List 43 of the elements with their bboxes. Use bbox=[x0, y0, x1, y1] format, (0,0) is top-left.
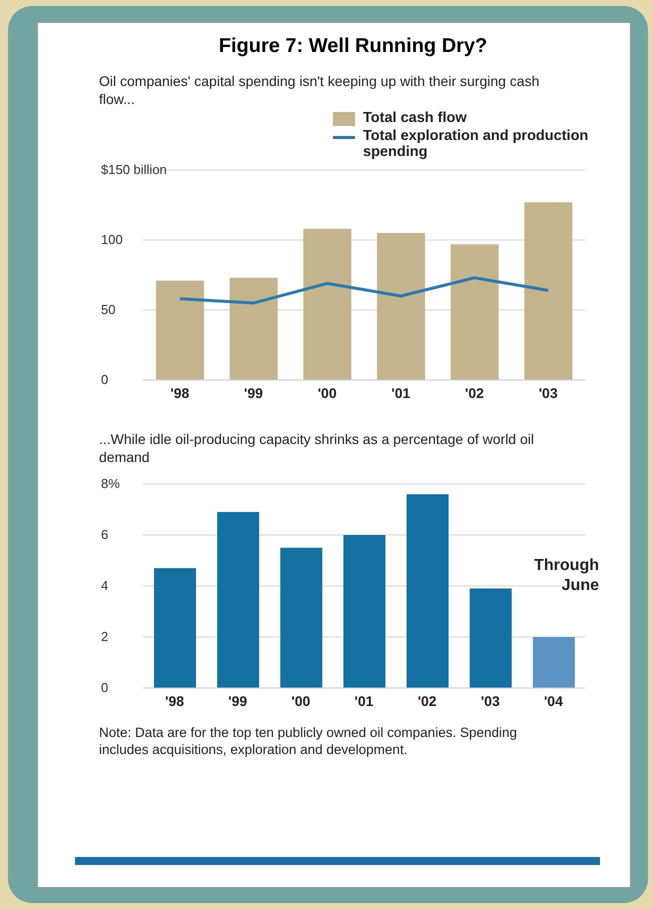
x-tick-label: '00 bbox=[318, 384, 337, 401]
bar bbox=[154, 568, 196, 688]
bar bbox=[406, 494, 449, 688]
bar bbox=[470, 588, 512, 688]
x-tick-label: '98 bbox=[165, 692, 184, 709]
y-tick-label: 8% bbox=[101, 476, 120, 491]
x-tick-label: '02 bbox=[465, 384, 484, 401]
y-tick-label: 6 bbox=[101, 527, 108, 542]
x-tick-label: '03 bbox=[538, 384, 558, 401]
legend-label: Total exploration and production spending bbox=[363, 128, 590, 160]
x-tick-label: '04 bbox=[544, 692, 564, 709]
y-tick-label: $150 billion bbox=[101, 162, 167, 177]
x-tick-label: '01 bbox=[391, 384, 410, 401]
bar bbox=[230, 278, 278, 380]
text: Note: Data are for the top ten publicly owned oil companies. Spending includes acquisitions, exploration and development. bbox=[99, 724, 518, 758]
bar bbox=[303, 228, 352, 380]
bar bbox=[377, 233, 425, 380]
y-tick-label: 0 bbox=[101, 372, 108, 387]
annotation: Through June bbox=[533, 556, 599, 596]
chart-subtitle: Oil companies' capital spending isn't keeping up with their surging cash flow... bbox=[99, 72, 540, 108]
x-tick-label: '00 bbox=[291, 692, 311, 709]
y-tick-label: 4 bbox=[101, 578, 108, 593]
x-tick-label: '01 bbox=[354, 692, 374, 709]
legend-label: Total cash flow bbox=[363, 110, 467, 126]
chart-subtitle: ...While idle oil-producing capacity shrinks as a percentage of world oil demand bbox=[99, 430, 535, 466]
bar bbox=[156, 280, 204, 380]
y-tick-label: 50 bbox=[101, 302, 116, 317]
bar bbox=[524, 202, 572, 380]
bar bbox=[280, 548, 322, 688]
x-tick-label: '99 bbox=[244, 384, 264, 401]
line-series bbox=[178, 276, 550, 304]
chart-title: Figure 7: Well Running Dry? bbox=[218, 35, 488, 58]
x-tick-label: '98 bbox=[170, 384, 190, 401]
x-tick-label: '99 bbox=[228, 692, 248, 709]
y-tick-label: 0 bbox=[101, 680, 108, 695]
bar bbox=[450, 244, 499, 380]
bar bbox=[343, 535, 386, 688]
x-tick-label: '02 bbox=[418, 692, 437, 709]
x-tick-label: '03 bbox=[480, 692, 500, 709]
y-tick-label: 2 bbox=[101, 629, 108, 644]
y-tick-label: 100 bbox=[101, 232, 123, 247]
bar bbox=[532, 637, 575, 688]
bar bbox=[217, 512, 260, 688]
